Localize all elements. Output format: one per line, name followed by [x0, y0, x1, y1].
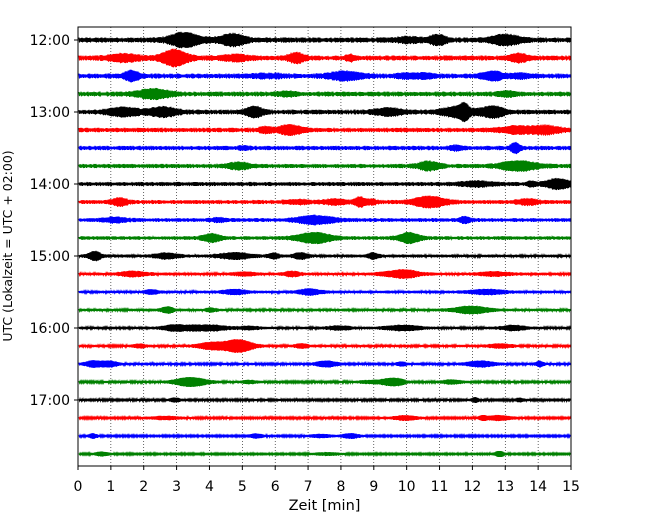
y-tick-label: 15:00 [30, 249, 70, 265]
y-tick-label: 14:00 [30, 177, 70, 193]
trace-1700 [78, 396, 572, 404]
trace-1300 [78, 101, 572, 123]
trace-1330 [78, 141, 572, 155]
trace-1600 [78, 324, 572, 332]
x-tick-label: 2 [139, 479, 148, 495]
trace-1445 [78, 231, 572, 245]
traces [78, 31, 572, 458]
x-tick-label: 9 [369, 479, 378, 495]
trace-1230 [78, 69, 572, 83]
trace-1515 [78, 269, 572, 279]
x-tick-label: 10 [398, 479, 416, 495]
x-axis-label: Zeit [min] [289, 498, 361, 514]
x-axis-ticks: 0 1 2 3 4 5 6 7 8 9 10 11 12 13 14 15 [74, 466, 580, 495]
y-tick-label: 16:00 [30, 321, 70, 337]
x-tick-label: 3 [172, 479, 181, 495]
x-tick-label: 4 [205, 479, 214, 495]
x-tick-label: 0 [74, 479, 83, 495]
trace-1345 [78, 160, 572, 172]
x-tick-label: 12 [463, 479, 481, 495]
grid [110, 27, 539, 466]
y-tick-label: 12:00 [30, 33, 70, 49]
y-axis-label: UTC (Lokalzeit = UTC + 02:00) [0, 150, 15, 341]
trace-1615 [78, 339, 572, 353]
x-tick-label: 13 [496, 479, 514, 495]
x-tick-label: 11 [431, 479, 449, 495]
trace-1315 [78, 123, 572, 137]
y-tick-label: 17:00 [30, 393, 70, 409]
trace-1745 [78, 450, 571, 458]
x-tick-label: 15 [562, 479, 580, 495]
trace-1630 [78, 360, 572, 368]
y-axis-ticks: 12:00 13:00 14:00 15:00 16:00 17:00 [30, 33, 78, 409]
x-tick-label: 7 [304, 479, 313, 495]
trace-1430 [78, 214, 572, 226]
trace-1215 [78, 48, 572, 68]
x-tick-label: 1 [106, 479, 115, 495]
trace-1245 [78, 87, 572, 101]
trace-1500 [78, 250, 572, 262]
y-tick-label: 13:00 [30, 105, 70, 121]
x-tick-label: 6 [271, 479, 280, 495]
x-tick-label: 8 [336, 479, 345, 495]
trace-1415 [78, 195, 572, 209]
x-tick-label: 5 [238, 479, 247, 495]
trace-1645 [78, 376, 572, 388]
trace-1730 [78, 432, 571, 440]
trace-1200 [78, 31, 572, 49]
x-tick-label: 14 [529, 479, 547, 495]
trace-1715 [78, 414, 572, 422]
trace-1545 [78, 305, 572, 315]
plot-frame [77, 26, 572, 467]
trace-1530 [78, 288, 572, 296]
trace-1400 [78, 177, 572, 191]
